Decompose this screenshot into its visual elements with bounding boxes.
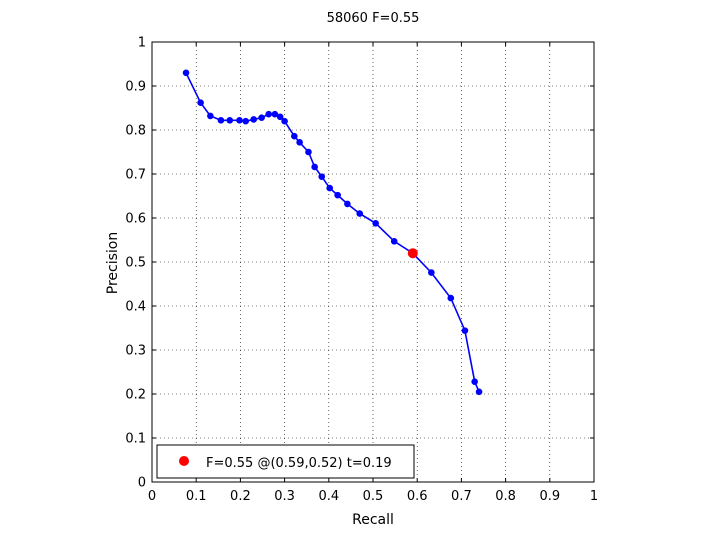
pr-series-point: [372, 219, 379, 227]
legend-marker: [179, 456, 189, 466]
pr-series-point: [318, 173, 326, 180]
x-tick-label: 0.6: [407, 489, 428, 504]
pr-series-point: [281, 117, 288, 125]
pr-series-point: [291, 132, 298, 140]
y-tick-label: 0.1: [125, 432, 146, 447]
pr-series-point: [311, 163, 318, 171]
y-tick-label: 0.2: [125, 388, 146, 403]
pr-series-point: [447, 294, 455, 302]
plot-frame: [151, 41, 595, 483]
y-tick-label: 0.8: [125, 124, 146, 139]
pr-series: [182, 69, 483, 396]
pr-series-point: [265, 110, 272, 118]
y-tick-label: 0.7: [125, 168, 146, 183]
best-f-marker: [407, 248, 418, 259]
pr-series-point: [217, 117, 225, 124]
x-tick-label: 0: [148, 489, 156, 504]
pr-series-point: [461, 327, 469, 334]
pr-series-point: [305, 148, 312, 156]
x-tick-label: 0.2: [230, 489, 251, 504]
legend-box: [156, 444, 415, 479]
pr-series-point: [326, 184, 333, 192]
pr-series-point: [471, 378, 478, 385]
y-tick-label: 0.9: [125, 80, 146, 95]
pr-series-point: [258, 114, 265, 121]
grid-lines: [152, 42, 594, 482]
x-tick-label: 1: [590, 489, 598, 504]
pr-series-point: [226, 117, 234, 124]
legend-label: F=0.55 @(0.59,0.52) t=0.19: [206, 456, 392, 471]
x-tick-label: 0.5: [363, 489, 384, 504]
pr-series-point: [207, 112, 214, 120]
pr-series-point: [296, 139, 303, 146]
y-tick-label: 0.4: [125, 300, 146, 315]
x-tick-label: 0.7: [451, 489, 472, 504]
best-f-point: [407, 248, 418, 259]
x-tick-label: 0.4: [318, 489, 339, 504]
y-tick-label: 0.6: [125, 212, 146, 227]
x-tick-label: 0.1: [186, 489, 207, 504]
x-tick-label: 0.8: [495, 489, 516, 504]
pr-series-point: [236, 117, 243, 124]
x-axis-label: Recall: [352, 512, 394, 528]
y-axis-label: Precision: [105, 232, 121, 294]
chart-title: 58060 F=0.55: [327, 11, 420, 26]
x-tick-label: 0.3: [274, 489, 295, 504]
pr-series-point: [428, 269, 435, 276]
legend: F=0.55 @(0.59,0.52) t=0.19: [156, 444, 415, 479]
pr-series-point: [276, 113, 284, 121]
x-tick-labels: 0 0.1 0.2 0.3 0.4 0.5 0.6 0.7 0.8 0.9 1: [148, 489, 598, 504]
y-tick-labels: 0 0.1 0.2 0.3 0.4 0.5 0.6 0.7 0.8 0.9 1: [125, 36, 146, 491]
pr-series-point: [197, 99, 204, 107]
pr-series-point: [250, 116, 257, 123]
pr-series-point: [344, 200, 351, 208]
pr-series-point: [242, 117, 250, 125]
x-tick-label: 0.9: [539, 489, 560, 504]
y-tick-label: 0.5: [125, 256, 146, 271]
pr-series-point: [356, 210, 364, 217]
y-tick-label: 0: [138, 476, 146, 491]
pr-series-point: [182, 69, 190, 77]
pr-series-point: [390, 238, 398, 245]
y-tick-label: 1: [138, 36, 146, 51]
pr-series-point: [271, 110, 279, 118]
pr-series-point: [475, 388, 483, 396]
y-tick-label: 0.3: [125, 344, 146, 359]
pr-series-point: [334, 191, 341, 199]
